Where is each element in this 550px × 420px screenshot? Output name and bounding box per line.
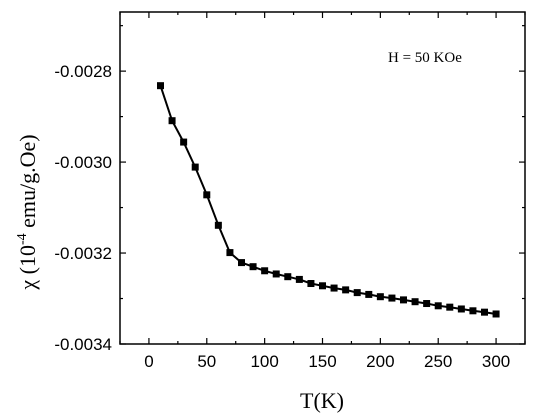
data-point — [411, 298, 419, 306]
data-point — [492, 310, 500, 318]
y-axis-title-prefix: χ (10 — [15, 245, 40, 291]
plot-frame — [119, 11, 526, 345]
data-point — [214, 221, 222, 229]
data-point — [226, 249, 234, 257]
x-tick-label: 0 — [144, 352, 153, 371]
data-point — [365, 290, 373, 298]
data-point — [249, 263, 257, 271]
data-point — [295, 275, 303, 283]
data-point — [457, 305, 465, 313]
data-point — [307, 280, 315, 288]
data-point — [469, 307, 477, 315]
data-point — [191, 163, 199, 171]
data-point — [284, 273, 292, 281]
y-tick-label: -0.0030 — [54, 153, 112, 172]
data-point — [400, 296, 407, 304]
y-tick-label: -0.0034 — [54, 335, 112, 354]
data-point — [319, 282, 326, 290]
data-point — [168, 117, 176, 125]
x-tick-label: 300 — [482, 352, 510, 371]
axis-tick-labels: 0 50 100 150 200 250 300 -0.0034 -0.0032 -0.0030 -… — [54, 62, 510, 371]
y-tick-label: -0.0032 — [54, 244, 112, 263]
data-point — [238, 259, 245, 267]
data-point — [342, 286, 350, 294]
data-point — [446, 303, 454, 311]
x-tick-label: 250 — [424, 352, 452, 371]
field-annotation: H = 50 KOe — [388, 50, 462, 66]
y-tick-label: -0.0028 — [54, 62, 112, 81]
data-point — [481, 308, 488, 316]
data-point — [203, 191, 211, 199]
data-point — [157, 82, 164, 90]
x-tick-label: 200 — [366, 352, 394, 371]
x-tick-label: 100 — [250, 352, 278, 371]
data-point — [261, 267, 269, 275]
data-point — [434, 302, 442, 310]
y-axis-title: χ (10-4 emu/g.Oe) — [15, 134, 40, 290]
y-axis-title-suffix: emu/g.Oe) — [15, 134, 40, 233]
data-point — [376, 293, 384, 301]
data-point — [272, 270, 280, 278]
x-tick-label: 50 — [197, 352, 216, 371]
data-point — [180, 138, 188, 146]
y-axis-title-exponent: -4 — [15, 233, 30, 245]
series-line — [159, 85, 497, 315]
x-axis-title: T(K) — [300, 388, 344, 413]
data-point — [423, 300, 431, 308]
series-markers — [157, 82, 500, 318]
data-point — [330, 284, 338, 292]
data-point — [353, 289, 361, 297]
x-tick-label: 150 — [308, 352, 336, 371]
axis-ticks — [119, 12, 526, 345]
data-point — [388, 294, 396, 302]
